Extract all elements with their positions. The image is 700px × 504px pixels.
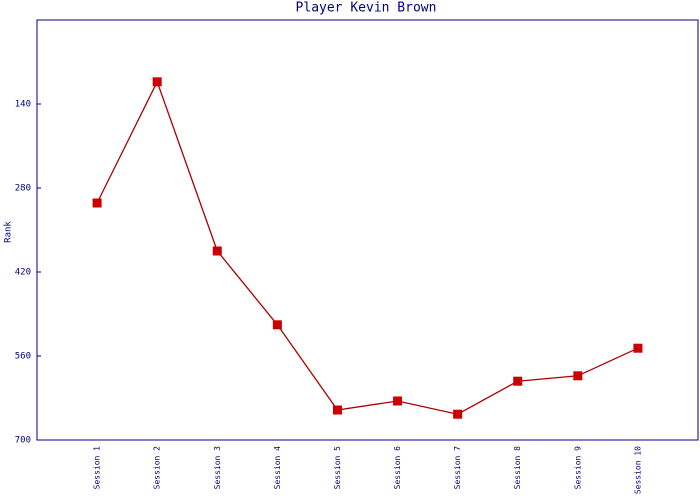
x-tick-label: Session 6 — [393, 446, 402, 490]
marker — [152, 77, 162, 87]
x-tick-label: Session 9 — [573, 446, 582, 490]
series-line — [96, 80, 639, 415]
y-axis-label: Rank — [4, 221, 14, 243]
x-tick-label: Session 3 — [213, 446, 222, 490]
y-tick-label: 280 — [15, 184, 31, 194]
y-tick-label: 700 — [15, 436, 31, 446]
marker — [573, 371, 583, 381]
x-tick-label: Session 5 — [333, 446, 342, 490]
x-tick-label: Session 10 — [633, 446, 642, 494]
chart-title: Player Kevin Brown — [296, 1, 437, 16]
marker — [272, 320, 282, 330]
x-tick-label: Session 2 — [153, 446, 162, 490]
x-tick-label: Session 8 — [513, 446, 522, 490]
y-tick-label: 560 — [15, 352, 31, 362]
y-tick-label: 420 — [15, 268, 31, 278]
marker — [453, 409, 463, 419]
x-tick-label: Session 7 — [453, 446, 462, 490]
marker — [393, 396, 403, 406]
marker — [633, 343, 643, 353]
marker — [92, 198, 102, 208]
y-tick-label: 140 — [15, 100, 31, 110]
x-tick-label: Session 1 — [93, 446, 102, 490]
x-tick-label: Session 4 — [273, 446, 282, 490]
plot-frame — [36, 19, 699, 441]
marker — [212, 246, 222, 256]
marker — [513, 376, 523, 386]
marker — [332, 405, 342, 415]
